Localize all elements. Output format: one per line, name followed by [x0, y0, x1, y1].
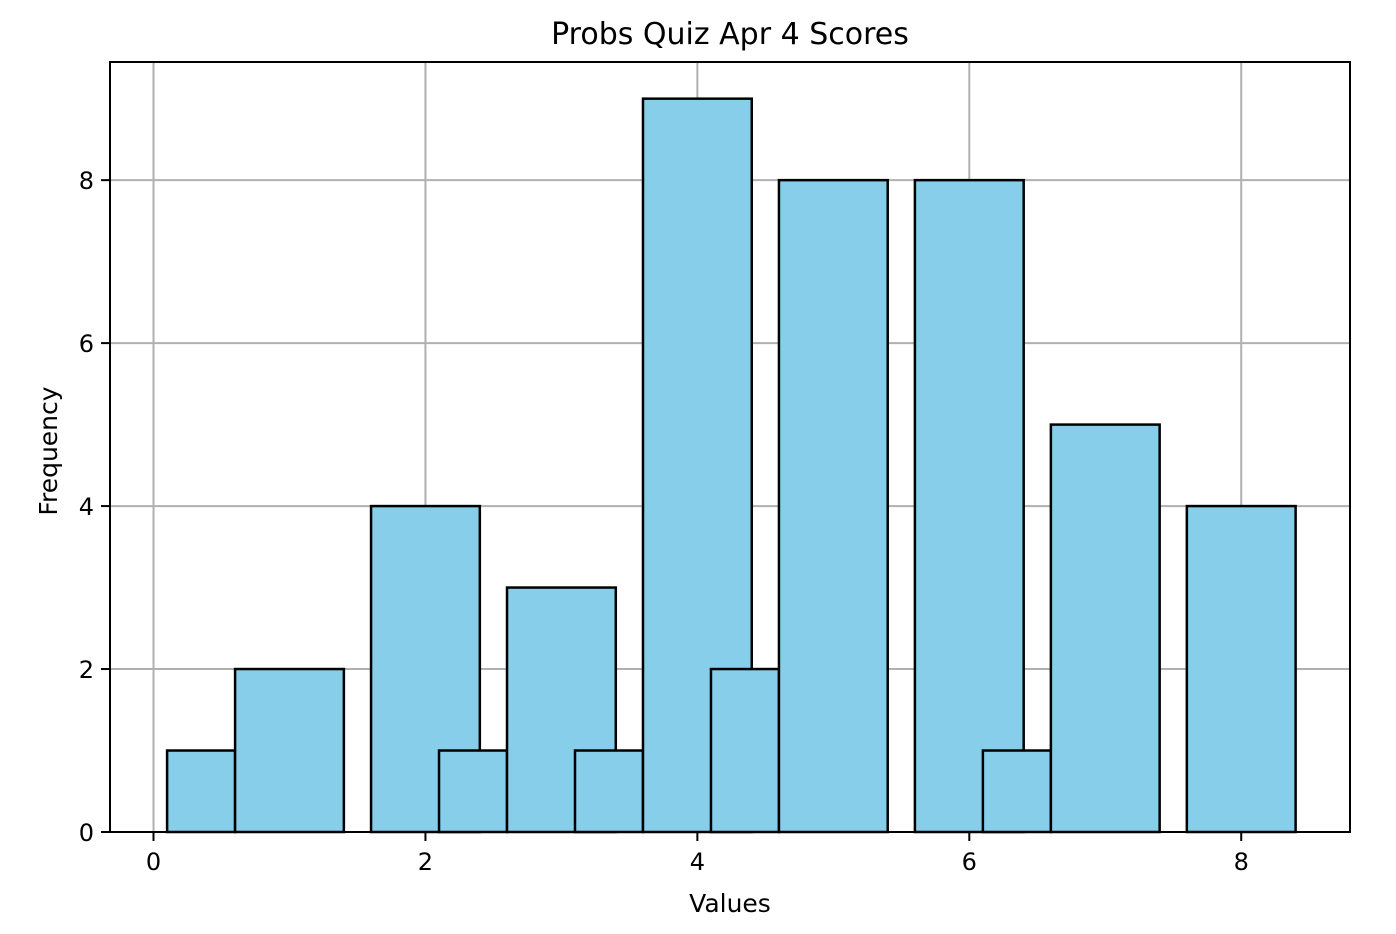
x-tick-label-1: 2 [418, 848, 433, 876]
histogram-bar-5 [505, 586, 618, 834]
y-tick-label-2: 4 [79, 493, 94, 521]
histogram-bar-12 [1049, 423, 1161, 834]
chart-title: Probs Quiz Apr 4 Scores [551, 17, 909, 52]
histogram-bar-8 [709, 667, 781, 834]
axis-ticks: 0 2 4 6 8 0 2 4 6 8 [79, 167, 1249, 876]
histogram-bar-13 [1185, 504, 1297, 834]
x-tick-label-0: 0 [146, 848, 161, 876]
histogram-bar-1 [165, 749, 237, 834]
histogram-bar-4 [437, 749, 509, 834]
histogram-bar-11 [981, 749, 1053, 834]
x-tick-label-2: 4 [690, 848, 705, 876]
y-tick-label-3: 6 [79, 330, 94, 358]
y-tick-label-0: 0 [79, 819, 94, 847]
x-tick-label-4: 8 [1234, 848, 1249, 876]
bars [165, 97, 1297, 834]
y-axis-label: Frequency [34, 386, 63, 515]
y-tick-label-1: 2 [79, 656, 94, 684]
histogram-bar-2 [233, 667, 346, 834]
y-tick-label-4: 8 [79, 167, 94, 195]
histogram-bar-9 [777, 178, 889, 834]
histogram-bar-6 [573, 749, 645, 834]
histogram-bar-10 [913, 178, 1025, 834]
plot-frame [109, 61, 1351, 833]
x-axis-label: Values [689, 889, 771, 918]
x-tick-label-3: 6 [962, 848, 977, 876]
